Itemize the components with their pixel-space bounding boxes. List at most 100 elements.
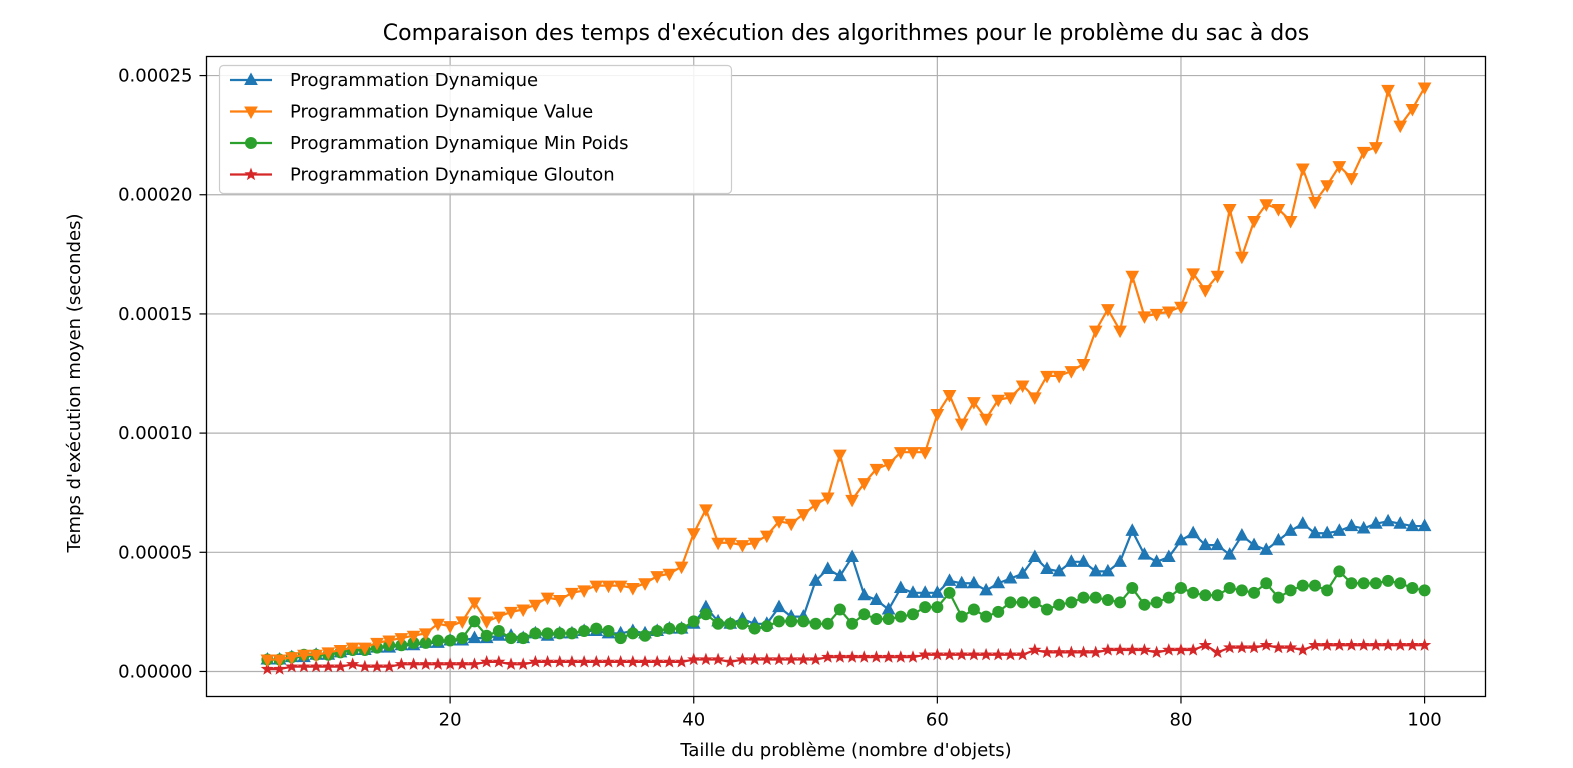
series-3-point: [541, 627, 554, 640]
series-3-point: [785, 615, 798, 628]
series-2-point: [723, 537, 738, 551]
series-4-point: [748, 652, 762, 666]
series-1-point: [833, 568, 847, 582]
series-2-point: [552, 594, 567, 608]
series-1-point: [1003, 570, 1018, 584]
series-3-point: [943, 586, 956, 599]
series-4-point: [370, 659, 384, 673]
series-3-point: [955, 610, 968, 623]
series-3-point: [967, 603, 980, 616]
series-4-point: [1040, 645, 1054, 659]
legend-marker: [244, 106, 258, 120]
series-2-point: [1137, 311, 1152, 324]
series-2-point: [625, 583, 640, 596]
series-1-point: [979, 582, 993, 596]
legend-box: [218, 64, 733, 195]
series-4-point: [674, 655, 689, 668]
series-1-point: [869, 592, 884, 605]
series-4-point: [1247, 640, 1261, 654]
series-1-point: [857, 587, 872, 601]
series-3-point: [1296, 579, 1309, 592]
series-4-point: [443, 657, 457, 670]
series-2-point: [418, 628, 433, 641]
series-3-point: [456, 632, 469, 645]
y-tick-label: 0.00010: [118, 423, 192, 444]
chart-title: Comparaison des temps d'exécution des al…: [383, 21, 1309, 46]
series-1-point: [1235, 528, 1249, 541]
series-2-point: [711, 537, 725, 551]
series-1-point: [1088, 563, 1103, 577]
series-3-point: [833, 603, 846, 616]
series-3-point: [602, 624, 615, 637]
series-4-point: [699, 652, 713, 666]
series-3-point: [736, 617, 749, 630]
series-2-point: [1308, 196, 1322, 210]
series-4-point: [394, 657, 408, 670]
series-2-point: [1417, 82, 1432, 96]
series-4-point: [760, 652, 774, 666]
series-1-point: [1393, 516, 1408, 529]
series-3-point: [1138, 598, 1151, 611]
series-4-point: [309, 659, 323, 673]
series-4-line: [267, 644, 1425, 671]
series-4-point: [991, 647, 1005, 661]
series-2-point: [991, 394, 1006, 408]
series-1-point: [881, 601, 896, 615]
series-3-point: [1345, 577, 1358, 590]
series-4-point: [930, 647, 944, 661]
series-1-point: [1356, 520, 1371, 534]
series-2-point: [1052, 370, 1067, 384]
series-2-point: [1125, 270, 1140, 284]
series-4-point: [1162, 643, 1176, 656]
series-3-point: [675, 622, 688, 635]
series-1-point: [1101, 563, 1115, 577]
series-4-point: [772, 652, 786, 666]
series-2-point: [1064, 366, 1079, 379]
series-4-point: [577, 655, 591, 668]
series-2-point: [1027, 392, 1042, 405]
series-2-point: [1101, 304, 1115, 317]
legend-item-2: Programmation Dynamique Value: [230, 102, 593, 123]
series-3-point: [809, 617, 822, 630]
series-4-point: [431, 657, 445, 670]
series-3-point: [699, 608, 712, 621]
series-2-point: [1076, 358, 1091, 372]
series-4-point: [589, 655, 603, 668]
series-2-point: [345, 642, 360, 656]
series-2-point: [662, 568, 677, 582]
series-3-point: [1211, 589, 1224, 602]
series-2-point: [820, 492, 835, 506]
series-3-point: [1357, 577, 1370, 590]
series-1-point: [906, 585, 920, 598]
series-4-point: [1369, 638, 1383, 651]
series-2-point: [833, 449, 847, 463]
series-4-point: [455, 657, 469, 670]
series-3-point: [931, 601, 944, 614]
series-3-point: [1174, 582, 1187, 595]
series-3-point: [1053, 598, 1066, 611]
series-3-point: [882, 613, 895, 626]
series-2-point: [686, 528, 701, 541]
series-2-point: [1393, 120, 1408, 134]
series-2-point: [1161, 306, 1176, 320]
series-3-point: [1406, 582, 1419, 595]
series-2-point: [1295, 163, 1310, 177]
series-2-point: [735, 540, 750, 553]
series-4-point: [906, 650, 920, 663]
series-4-point: [638, 655, 652, 668]
series-1-point: [1344, 518, 1359, 532]
series-2-point: [467, 597, 482, 610]
series-1-point: [1308, 525, 1322, 539]
x-tick-label: 60: [926, 710, 949, 731]
series-3-point: [712, 617, 725, 630]
series-2-point: [1210, 270, 1225, 284]
legend-item-4: Programmation Dynamique Glouton: [230, 165, 615, 186]
legend-label: Programmation Dynamique: [290, 70, 538, 91]
series-1-point: [893, 580, 908, 594]
legend: Programmation Dynamique Programmation Dyn…: [218, 64, 733, 195]
series-2-point: [857, 478, 872, 491]
y-axis-label: Temps d'exécution moyen (secondes): [64, 214, 85, 554]
series-2: [260, 82, 1432, 668]
series-4-point: [1259, 638, 1273, 651]
series-1-point: [1332, 523, 1347, 536]
